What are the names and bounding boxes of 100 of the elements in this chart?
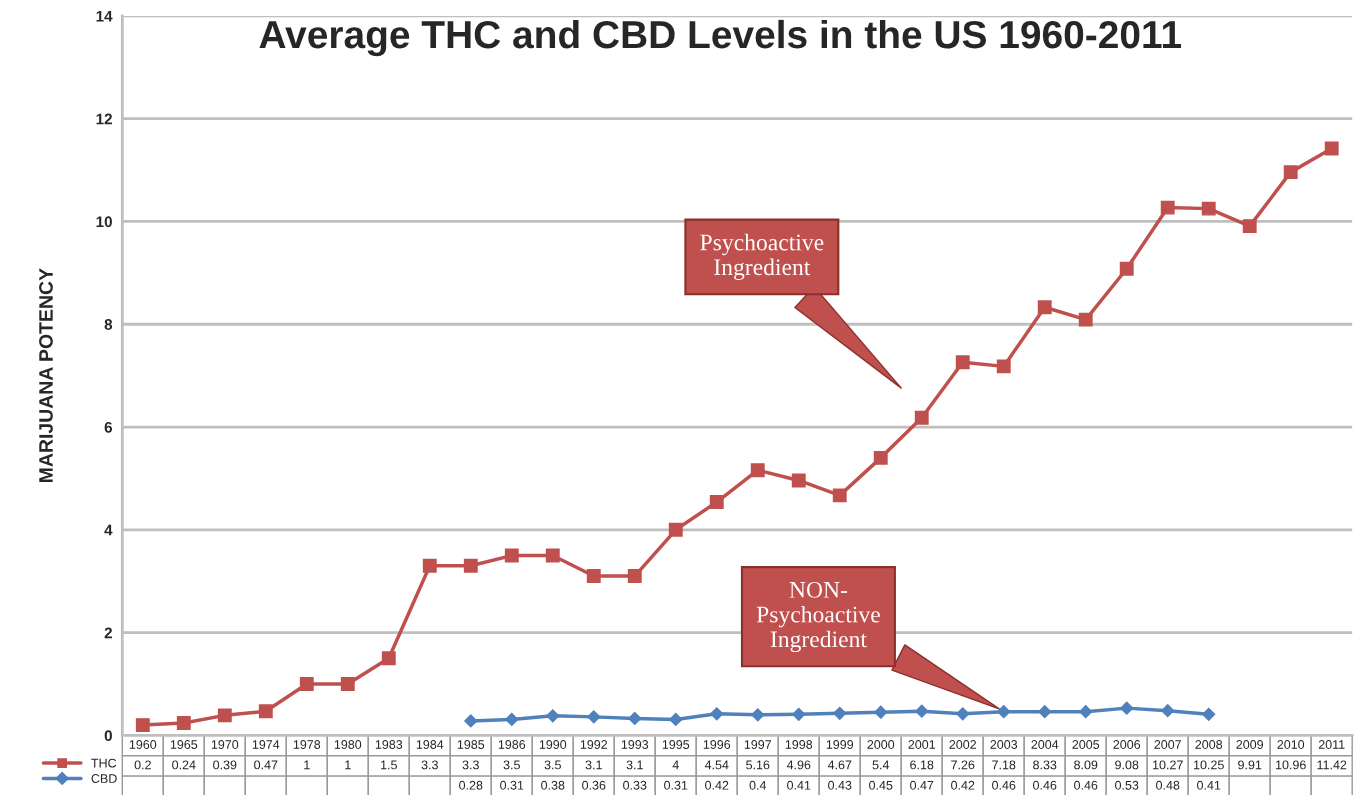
y-tick-label: 8 (104, 319, 113, 330)
x-tick-label: 1960 (129, 740, 157, 749)
x-tick-label: 1983 (375, 740, 403, 749)
point (627, 569, 642, 584)
y-axis-title: MARIJUANA POTENCY (39, 268, 53, 482)
point (915, 704, 929, 718)
point (956, 707, 970, 721)
x-tick-label: 2001 (908, 740, 936, 749)
point (628, 711, 642, 726)
data-label: 9.08 (1115, 760, 1139, 770)
point (1119, 261, 1134, 276)
point (464, 714, 478, 728)
annotation: Psychoactive Ingredient (700, 233, 824, 281)
point (217, 708, 232, 723)
x-tick-label: 1995 (662, 740, 690, 749)
point (1037, 300, 1052, 315)
data-label: 0.42 (951, 780, 975, 790)
legend-label: CBD (91, 774, 117, 783)
x-tick-label: 2008 (1195, 740, 1223, 749)
point (1161, 704, 1175, 718)
y-tick-label: 6 (104, 421, 113, 433)
x-tick-label: 1980 (334, 740, 362, 749)
x-tick-label: 1999 (826, 740, 854, 749)
x-tick-label: 1970 (211, 740, 239, 749)
data-label: 0.2 (134, 760, 151, 770)
point (1202, 707, 1216, 721)
x-tick-label: 2002 (949, 740, 977, 749)
data-label: 0.46 (1033, 780, 1057, 790)
x-tick-label: 2010 (1277, 740, 1305, 749)
point (586, 569, 601, 584)
y-tick-label: 12 (96, 113, 112, 125)
x-tick-label: 2000 (867, 740, 895, 749)
point (176, 716, 191, 730)
data-label: 4.54 (704, 760, 729, 770)
data-label: 0.31 (500, 780, 524, 790)
x-tick-label: 1992 (580, 740, 608, 749)
data-label: 10.96 (1276, 760, 1306, 770)
point (422, 558, 437, 573)
point (1242, 219, 1257, 234)
x-tick-label: 2011 (1318, 740, 1345, 749)
data-label: 0.47 (254, 760, 278, 770)
data-label: 0.46 (992, 780, 1016, 790)
y-tick-label: 10 (96, 216, 112, 228)
data-label: 1 (304, 760, 310, 770)
data-label: 4 (672, 760, 679, 770)
point (1120, 701, 1134, 715)
x-tick-label: 1998 (785, 740, 813, 749)
x-tick-label: 1990 (539, 740, 567, 749)
chart-title: Average THC and CBD Levels in the US 1960-2011 (259, 19, 1182, 57)
data-label: 0.4 (749, 780, 767, 790)
point (955, 355, 970, 370)
y-tick-label: 4 (104, 524, 113, 536)
point (505, 712, 519, 727)
data-label: 0.53 (1115, 780, 1139, 790)
point (750, 463, 765, 478)
x-tick-label: 1986 (498, 740, 526, 749)
point (1079, 705, 1093, 719)
point (340, 677, 355, 691)
data-label: 5.16 (746, 760, 770, 770)
point (1201, 201, 1216, 216)
point (504, 548, 519, 563)
point (1160, 200, 1175, 215)
point (1324, 141, 1339, 156)
point (710, 707, 724, 721)
x-tick-label: 2003 (990, 740, 1018, 749)
point (135, 718, 150, 733)
data-label: 0.33 (623, 780, 647, 790)
data-label: 7.26 (951, 760, 975, 770)
point (874, 705, 888, 719)
point (832, 488, 847, 503)
x-tick-label: 1974 (252, 740, 280, 749)
data-label: 6.18 (910, 760, 934, 770)
data-label: 0.47 (910, 780, 934, 790)
point (751, 708, 765, 722)
annotation: NON- Psychoactive Ingredient (756, 581, 880, 653)
x-tick-label: 1993 (621, 740, 649, 749)
data-label: 0.41 (1197, 780, 1221, 790)
point (668, 522, 683, 537)
point (997, 705, 1011, 719)
legend-label: THC (91, 758, 117, 768)
data-label: 0.42 (705, 780, 729, 790)
point (1283, 165, 1298, 180)
data-label: 4.67 (827, 760, 852, 770)
x-tick-label: 2004 (1031, 740, 1059, 749)
x-tick-label: 2006 (1113, 740, 1141, 749)
point (833, 706, 847, 720)
point (996, 359, 1011, 374)
point (545, 548, 560, 563)
data-label: 3.1 (626, 760, 643, 770)
point (546, 709, 560, 723)
data-label: 0.46 (1074, 780, 1098, 790)
data-label: 3.3 (462, 760, 479, 770)
data-label: 0.38 (541, 780, 565, 790)
data-label: 0.28 (459, 780, 483, 790)
x-tick-label: 1965 (170, 740, 198, 749)
x-tick-label: 2009 (1236, 740, 1264, 749)
x-tick-label: 2007 (1154, 740, 1181, 749)
point (709, 495, 724, 510)
data-label: 0.48 (1156, 780, 1180, 790)
x-tick-label: 1978 (293, 740, 321, 749)
